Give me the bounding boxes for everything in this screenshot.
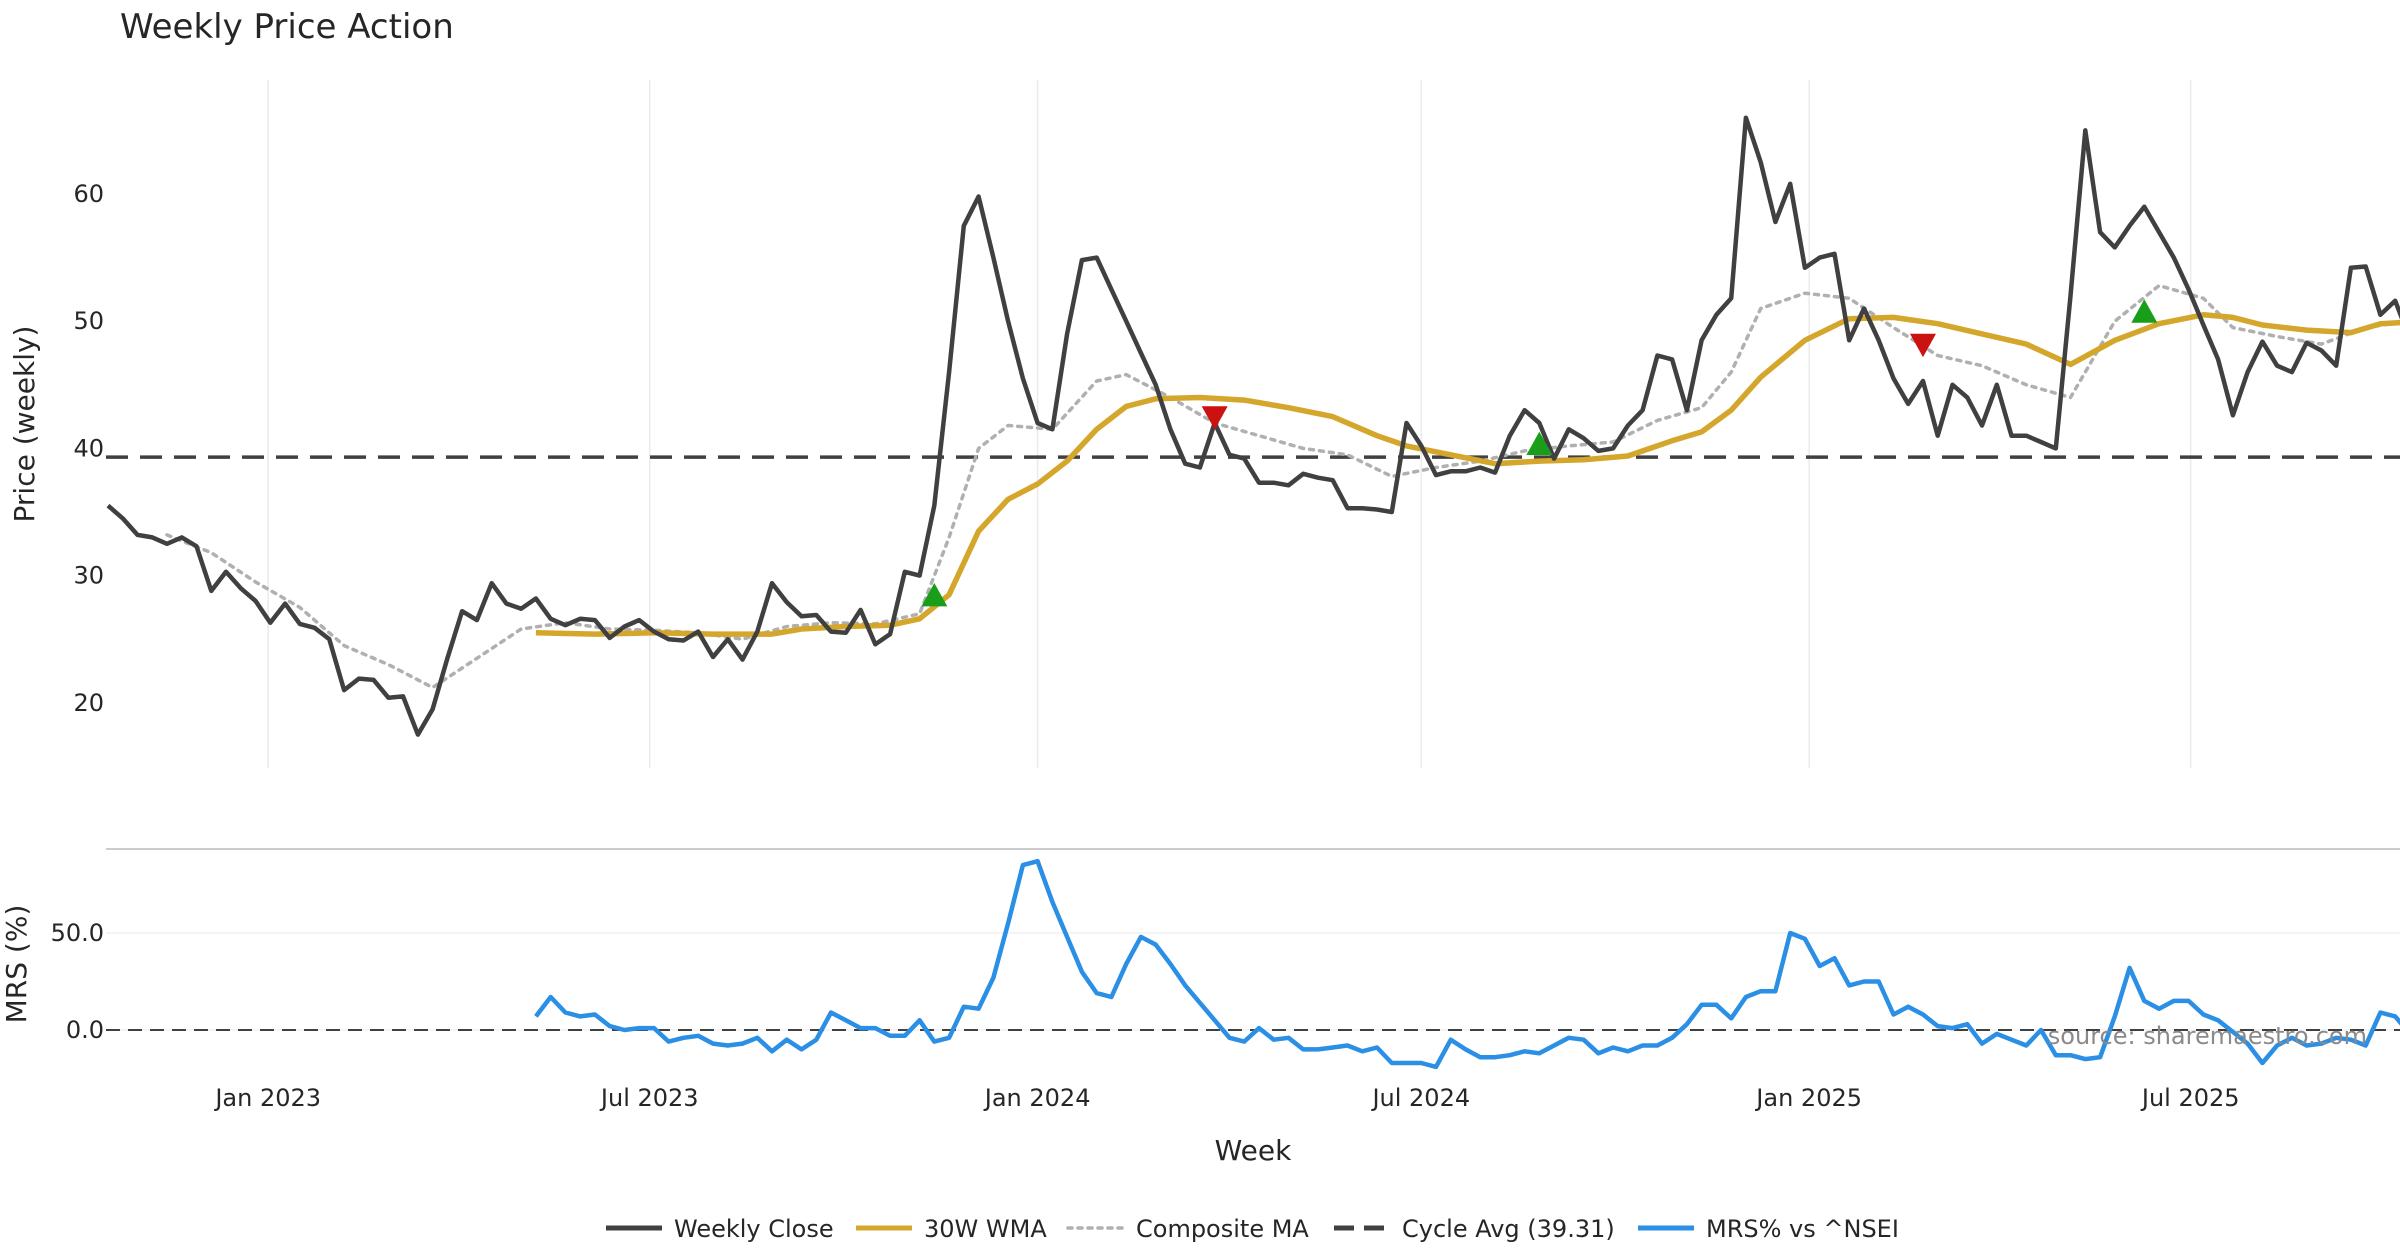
x-tick-jan-2023: Jan 2023	[213, 1084, 321, 1112]
legend-item-mrs-vs-nsei: MRS% vs ^NSEI	[1638, 1215, 1899, 1243]
price-panel: 20 30 40 50 60	[73, 80, 2400, 768]
price-y-tick: 60	[73, 180, 104, 208]
legend-label: 30W WMA	[924, 1215, 1047, 1243]
buy-signal-marker	[1526, 431, 1553, 455]
legend: Weekly Close 30W WMA Composite MA Cycle Avg…	[606, 1215, 1899, 1243]
sell-signal-marker	[1201, 406, 1228, 430]
legend-item-30w-wma: 30W WMA	[856, 1215, 1047, 1243]
source-annotation: source: sharemaestro.com	[2048, 1022, 2367, 1050]
x-axis-label: Week	[1215, 1134, 1292, 1167]
legend-label: Composite MA	[1136, 1215, 1309, 1243]
buy-signal-marker	[921, 582, 948, 607]
x-tick-jan-2024: Jan 2024	[983, 1084, 1091, 1112]
series-weekly-close	[106, 115, 2400, 737]
x-tick-jul-2023: Jul 2023	[599, 1084, 699, 1112]
price-y-tick: 40	[73, 434, 104, 462]
price-axis-label: Price (weekly)	[8, 326, 41, 523]
mrs-y-tick: 0.0	[66, 1016, 104, 1044]
chart-title: Weekly Price Action	[120, 7, 454, 47]
price-y-tick: 30	[73, 562, 104, 590]
legend-label: Weekly Close	[674, 1215, 834, 1243]
series-30w-wma	[535, 312, 2400, 637]
series-mrs-vs-nsei	[534, 858, 2400, 1070]
legend-item-cycle-avg-39-31: Cycle Avg (39.31)	[1334, 1215, 1615, 1243]
x-axis: Jan 2023 Jul 2023 Jan 2024 Jul 2024 Jan 2025…	[213, 1084, 2239, 1112]
buy-signal-marker	[2131, 299, 2158, 323]
sell-signal-marker	[1909, 333, 1936, 358]
mrs-axis-label: MRS (%)	[0, 905, 33, 1024]
x-tick-jan-2025: Jan 2025	[1754, 1084, 1862, 1112]
legend-item-weekly-close: Weekly Close	[606, 1215, 834, 1243]
x-tick-jul-2025: Jul 2025	[2140, 1084, 2240, 1112]
mrs-panel: 0.0 50.0	[51, 858, 2400, 1070]
mrs-y-tick: 50.0	[51, 919, 104, 947]
price-y-tick: 20	[73, 689, 104, 717]
x-tick-jul-2024: Jul 2024	[1370, 1084, 1470, 1112]
legend-label: Cycle Avg (39.31)	[1402, 1215, 1615, 1243]
legend-item-composite-ma: Composite MA	[1066, 1215, 1309, 1243]
legend-label: MRS% vs ^NSEI	[1706, 1215, 1899, 1243]
price-y-tick: 50	[73, 307, 104, 335]
